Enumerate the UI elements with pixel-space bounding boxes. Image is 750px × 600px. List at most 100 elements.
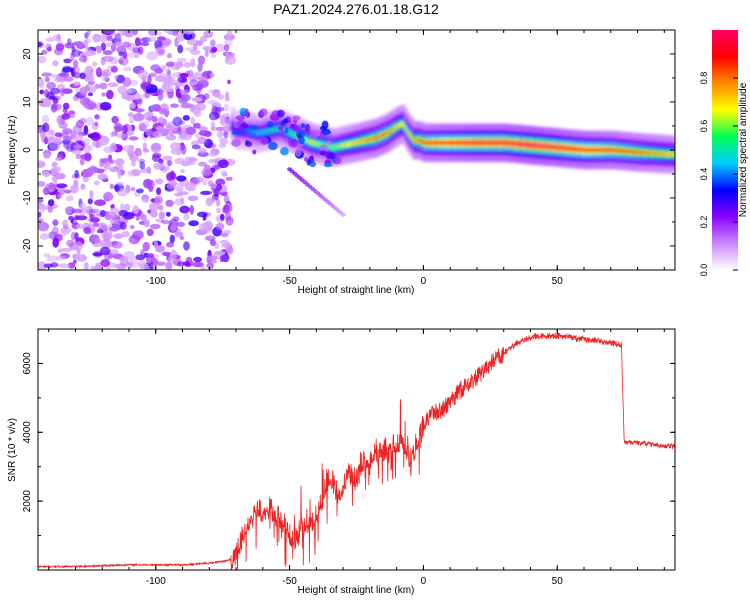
heatmap-cell bbox=[227, 245, 234, 255]
heatmap-cell bbox=[162, 155, 173, 161]
heatmap-cell bbox=[75, 153, 82, 160]
heatmap-cell bbox=[337, 144, 342, 149]
heatmap-cell bbox=[120, 203, 125, 212]
heatmap-cell bbox=[200, 35, 208, 43]
y-tick-label: -20 bbox=[22, 238, 33, 253]
heatmap-cell bbox=[624, 149, 629, 154]
heatmap-cell bbox=[491, 140, 496, 145]
heatmap-cell bbox=[267, 129, 271, 133]
heatmap-cell bbox=[577, 147, 581, 152]
heatmap-cell bbox=[305, 138, 309, 143]
spectrogram-x-label: Height of straight line (km) bbox=[298, 285, 415, 296]
heatmap-cell bbox=[167, 159, 173, 167]
heatmap-cell bbox=[208, 111, 219, 121]
heatmap-cell bbox=[637, 150, 641, 155]
heatmap-cell bbox=[80, 183, 86, 190]
heatmap-cell bbox=[129, 224, 135, 230]
heatmap-cell bbox=[511, 141, 515, 146]
heatmap-cell bbox=[295, 147, 302, 157]
heatmap-cell bbox=[61, 113, 71, 120]
heatmap-cell bbox=[265, 129, 269, 134]
heatmap-cell bbox=[239, 128, 243, 133]
heatmap-cell bbox=[52, 161, 57, 169]
heatmap-cell bbox=[575, 147, 579, 152]
heatmap-cell bbox=[38, 160, 46, 168]
heatmap-cell bbox=[93, 180, 100, 186]
heatmap-cell bbox=[177, 126, 182, 136]
heatmap-cell bbox=[55, 255, 67, 261]
heatmap-cell bbox=[466, 140, 470, 145]
heatmap-cell bbox=[170, 149, 183, 155]
heatmap-cell bbox=[588, 148, 592, 152]
heatmap-cell bbox=[64, 189, 72, 194]
heatmap-cell bbox=[176, 57, 187, 63]
heatmap-cell bbox=[129, 144, 134, 149]
heatmap-cell bbox=[581, 147, 586, 152]
heatmap-cell bbox=[103, 191, 114, 202]
heatmap-cell bbox=[496, 140, 500, 145]
colorbar-tick-label: 0.8 bbox=[699, 72, 709, 85]
spectrogram-x-axis: -100 -50 0 50 bbox=[48, 30, 665, 287]
heatmap-cell bbox=[298, 136, 305, 145]
heatmap-cell bbox=[63, 76, 74, 82]
heatmap-cell bbox=[103, 232, 111, 243]
heatmap-cell bbox=[329, 145, 333, 149]
heatmap-cell bbox=[215, 222, 225, 231]
heatmap-cell bbox=[94, 83, 100, 90]
heatmap-cell bbox=[203, 30, 214, 38]
heatmap-cell bbox=[442, 140, 447, 145]
heatmap-cell bbox=[222, 229, 232, 235]
heatmap-cell bbox=[110, 66, 118, 73]
heatmap-cell bbox=[564, 146, 569, 151]
heatmap-cell bbox=[187, 195, 199, 201]
heatmap-cell bbox=[244, 108, 249, 118]
heatmap-cell bbox=[177, 44, 184, 54]
heatmap-cell bbox=[57, 193, 63, 199]
heatmap-cell bbox=[87, 166, 99, 174]
heatmap-cell bbox=[90, 131, 101, 142]
heatmap-cell bbox=[94, 121, 99, 127]
heatmap-cell bbox=[128, 116, 135, 124]
heatmap-cell bbox=[225, 91, 230, 100]
heatmap-cell bbox=[38, 261, 47, 270]
heatmap-cell bbox=[410, 135, 414, 140]
heatmap-cell bbox=[384, 131, 389, 136]
heatmap-cell bbox=[470, 140, 474, 145]
heatmap-cell bbox=[252, 130, 256, 134]
heatmap-cell bbox=[472, 140, 477, 145]
heatmap-cell bbox=[210, 53, 217, 59]
heatmap-cell bbox=[190, 49, 201, 55]
heatmap-cell bbox=[282, 127, 286, 132]
heatmap-cell bbox=[309, 130, 319, 139]
y-tick-label: -10 bbox=[22, 190, 33, 205]
heatmap-cell bbox=[104, 42, 116, 47]
heatmap-cell bbox=[188, 220, 199, 227]
heatmap-cell bbox=[103, 30, 115, 35]
snr-y-axis: 2000 4000 6000 bbox=[22, 328, 675, 537]
heatmap-cell bbox=[89, 217, 100, 223]
heatmap-cell bbox=[262, 130, 267, 134]
heatmap-cell bbox=[217, 159, 229, 169]
heatmap-cell bbox=[216, 207, 221, 214]
heatmap-cell bbox=[116, 45, 127, 54]
heatmap-cell bbox=[180, 206, 189, 213]
heatmap-cell bbox=[109, 183, 115, 190]
heatmap-cell bbox=[183, 61, 192, 68]
heatmap-cell bbox=[421, 139, 425, 144]
heatmap-cell bbox=[210, 121, 216, 131]
heatmap-cell bbox=[146, 253, 155, 258]
heatmap-cell bbox=[417, 138, 421, 143]
heatmap-cell bbox=[46, 129, 56, 140]
heatmap-cell bbox=[42, 122, 50, 133]
heatmap-cell bbox=[104, 161, 111, 170]
heatmap-cell bbox=[213, 188, 220, 197]
spectrogram-y-axis: -20 -10 0 10 20 bbox=[22, 29, 675, 271]
heatmap-cell bbox=[176, 175, 187, 182]
heatmap-cell bbox=[183, 30, 195, 35]
heatmap-cell bbox=[170, 222, 178, 232]
heatmap-cell bbox=[83, 227, 92, 235]
heatmap-cell bbox=[55, 183, 68, 188]
heatmap-cell bbox=[412, 138, 417, 143]
heatmap-cell bbox=[620, 148, 624, 153]
heatmap-cell bbox=[43, 152, 51, 159]
